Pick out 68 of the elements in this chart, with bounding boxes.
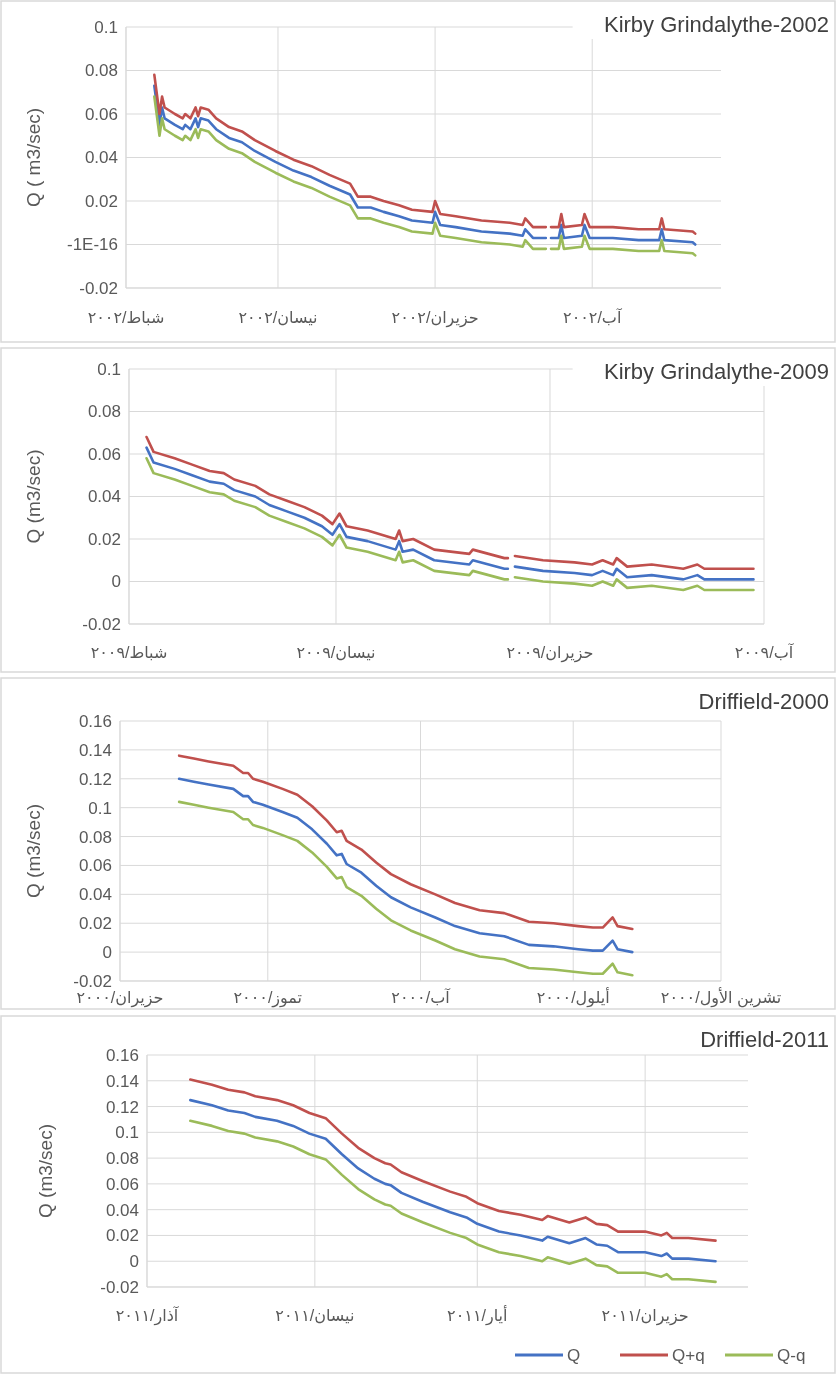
x-tick-label: أيار/٢٠١١ [447, 1305, 508, 1326]
chart-title: Kirby Grindalythe-2009 [603, 359, 829, 384]
y-tick-label: 0.1 [115, 1123, 139, 1143]
x-tick-label: حزيران/٢٠٠٩ [506, 644, 594, 663]
y-tick-label: 0.02 [105, 1226, 139, 1246]
y-tick-label: 0.04 [105, 1200, 139, 1220]
y-tick-label: 0.06 [84, 104, 118, 124]
y-tick-label: -1E-16 [66, 235, 118, 255]
x-tick-label: آب/٢٠٠٢ [563, 308, 623, 326]
y-tick-label: 0.12 [78, 769, 112, 789]
x-tick-label: أيلول/٢٠٠٠ [536, 987, 610, 1008]
legend-label: Q+q [672, 1346, 705, 1365]
y-tick-label: 0.08 [84, 61, 118, 81]
line-series [189, 1098, 717, 1263]
line-series [189, 1119, 717, 1284]
legend-label: Q-q [777, 1346, 806, 1365]
y-tick-label: 0.12 [105, 1097, 139, 1117]
y-tick-label: 0.14 [78, 740, 112, 760]
x-tick-label: نيسان/٢٠٠٩ [296, 644, 376, 661]
y-tick-label: 0.1 [88, 798, 112, 818]
y-tick-label: 0.02 [87, 529, 121, 549]
y-tick-label: 0.04 [87, 487, 121, 507]
x-tick-label: حزيران/٢٠٠٢ [391, 309, 479, 328]
x-tick-label: شباط/٢٠٠٢ [87, 309, 165, 326]
x-tick-label: نيسان/٢٠٠٢ [238, 309, 318, 326]
line-series [189, 1078, 717, 1242]
line-series [177, 777, 634, 954]
y-tick-label: 0.06 [87, 444, 121, 464]
line-series [177, 754, 634, 931]
x-tick-label: نيسان/٢٠١١ [275, 1307, 355, 1324]
y-axis-title: Q (m3/sec) [23, 449, 44, 544]
x-tick-label: آب/٢٠٠٠ [391, 988, 452, 1006]
y-tick-label: 0.16 [105, 1045, 139, 1065]
y-tick-label: -0.02 [79, 278, 118, 298]
chart-title: Kirby Grindalythe-2002 [603, 12, 829, 37]
line-series [177, 800, 634, 977]
x-tick-label: تشرين الأول/٢٠٠٠ [660, 987, 782, 1008]
y-tick-label: 0.1 [97, 359, 121, 379]
y-tick-label: -0.02 [100, 1277, 139, 1297]
y-tick-label: 0 [129, 1252, 139, 1272]
y-tick-label: 0.08 [78, 827, 112, 847]
y-tick-label: 0 [102, 943, 112, 963]
y-axis-title: Q (m3/sec) [23, 804, 44, 898]
y-tick-label: 0.08 [105, 1149, 139, 1169]
y-tick-label: -0.02 [73, 971, 112, 991]
y-tick-label: -0.02 [82, 614, 121, 634]
chart-title: Driffield-2000 [698, 689, 829, 714]
y-tick-label: 0 [111, 572, 121, 592]
y-tick-label: 0.04 [84, 148, 118, 168]
x-tick-label: حزيران/٢٠١١ [601, 1307, 689, 1326]
y-axis-title: Q (m3/sec) [35, 1124, 56, 1218]
y-tick-label: 0.06 [105, 1174, 139, 1194]
x-tick-label: آذار/٢٠١١ [115, 1306, 180, 1326]
x-tick-label: آب/٢٠٠٩ [734, 643, 795, 661]
x-tick-label: حزيران/٢٠٠٠ [76, 989, 164, 1008]
y-tick-label: 0.06 [78, 856, 112, 876]
chart-title: Driffield-2011 [700, 1027, 829, 1052]
y-tick-label: 0.14 [105, 1071, 139, 1091]
y-tick-label: 0.08 [87, 402, 121, 422]
y-tick-label: 0.1 [94, 17, 118, 37]
x-tick-label: تموز/٢٠٠٠ [233, 989, 303, 1008]
y-tick-label: 0.04 [78, 885, 112, 905]
y-axis-title: Q ( m3/sec) [23, 107, 44, 208]
y-tick-label: 0.02 [84, 191, 118, 211]
x-tick-label: شباط/٢٠٠٩ [90, 644, 168, 661]
y-tick-label: 0.02 [78, 914, 112, 934]
legend-label: Q [567, 1346, 581, 1365]
y-tick-label: 0.16 [78, 711, 112, 731]
